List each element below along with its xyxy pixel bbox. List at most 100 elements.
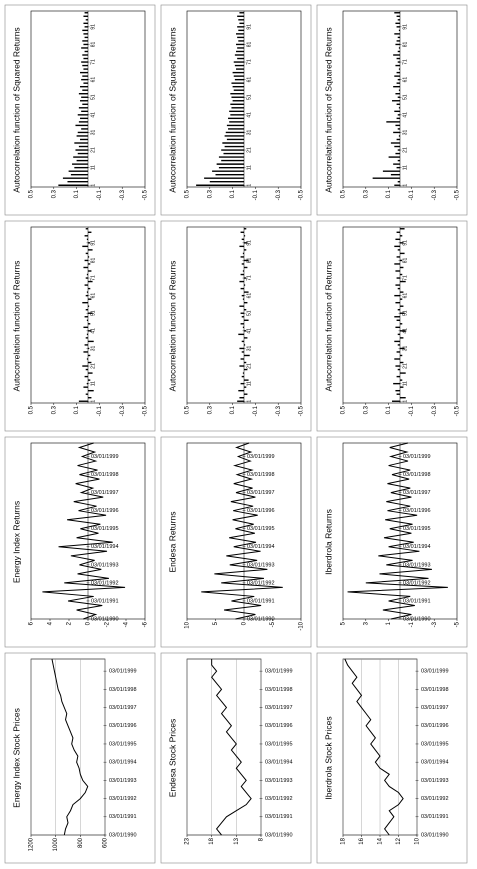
y-tick-label: 0.1: [230, 189, 236, 198]
x-tick-label: 03/01/1990: [403, 616, 431, 622]
y-tick-label: 0.5: [341, 189, 347, 198]
x-tick-label: 03/01/1994: [109, 760, 137, 766]
x-tick-label: 03/01/1998: [247, 472, 275, 478]
x-tick-label: 03/01/1990: [421, 832, 449, 838]
x-tick-label: 03/01/1992: [421, 796, 449, 802]
x-tick-label: 03/01/1995: [403, 526, 431, 532]
x-tick-label: 1: [90, 184, 96, 187]
x-tick-label: 41: [246, 112, 252, 118]
chart-panel: Autocorrelation function of Returns 0.5 0.…: [160, 220, 312, 432]
y-tick-label: 6: [29, 621, 35, 625]
x-tick-label: 81: [246, 41, 252, 47]
chart-title: Autocorrelation function of Returns: [11, 261, 21, 392]
x-tick-label: 03/01/1997: [403, 490, 431, 496]
x-tick-label: 03/01/1996: [91, 508, 119, 514]
x-tick-label: 71: [402, 275, 408, 281]
x-tick-label: 03/01/1996: [109, 723, 137, 729]
x-tick-label: 21: [402, 147, 408, 153]
y-tick-label: -0.3: [276, 405, 282, 416]
y-tick-label: 13: [234, 837, 240, 844]
x-tick-label: 81: [90, 257, 96, 263]
y-tick-label: 8: [259, 837, 265, 841]
x-tick-label: 03/01/1995: [247, 526, 275, 532]
y-tick-label: -0.5: [455, 405, 461, 416]
chart-title: Energy Index Returns: [11, 501, 21, 583]
x-tick-label: 03/01/1997: [265, 705, 293, 711]
x-tick-label: 21: [246, 363, 252, 369]
x-tick-label: 31: [402, 345, 408, 351]
x-tick-label: 03/01/1991: [403, 598, 431, 604]
y-tick-label: -0.5: [455, 189, 461, 200]
x-tick-label: 03/01/1998: [91, 472, 119, 478]
x-tick-label: 03/01/1993: [265, 778, 293, 784]
x-tick-label: 51: [246, 310, 252, 316]
x-tick-label: 51: [402, 94, 408, 100]
panel-border: [316, 220, 468, 432]
chart-title: Autocorrelation function of Returns: [323, 261, 333, 392]
x-tick-label: 03/01/1998: [265, 687, 293, 693]
x-tick-label: 03/01/1997: [247, 490, 275, 496]
chart-title: Energy Index Stock Prices: [11, 708, 21, 808]
x-tick-label: 11: [402, 165, 408, 170]
x-tick-label: 31: [90, 129, 96, 135]
series-line: [211, 659, 252, 836]
x-tick-label: 03/01/1990: [91, 616, 119, 622]
x-tick-label: 11: [246, 165, 252, 170]
x-tick-label: 61: [402, 77, 408, 83]
y-tick-label: 1: [386, 621, 392, 625]
x-tick-label: 91: [90, 24, 96, 30]
chart-title: Autocorrelation function of Squared Retu…: [167, 27, 177, 192]
y-tick-label: -0.1: [253, 405, 259, 416]
x-tick-label: 61: [246, 77, 252, 83]
chart-title: Iberdrola Returns: [323, 509, 333, 575]
y-tick-label: 0.5: [341, 405, 347, 414]
x-tick-label: 03/01/1998: [109, 687, 137, 693]
panel-border: [4, 436, 156, 648]
panel-border: [160, 4, 312, 216]
x-tick-label: 03/01/1994: [403, 544, 431, 550]
y-tick-label: 0.5: [29, 189, 35, 198]
y-tick-label: -0.5: [299, 405, 305, 416]
x-tick-label: 03/01/1995: [91, 526, 119, 532]
chart-title: Endesa Returns: [167, 512, 177, 573]
y-tick-label: -5: [455, 621, 461, 627]
chart-title: Autocorrelation function of Squared Retu…: [11, 27, 21, 192]
chart-title: Autocorrelation function of Returns: [167, 261, 177, 392]
x-tick-label: 03/01/1999: [91, 454, 119, 460]
y-tick-label: 0.1: [386, 405, 392, 414]
x-tick-label: 03/01/1997: [109, 705, 137, 711]
y-tick-label: -2: [105, 621, 111, 627]
y-tick-label: -0.5: [143, 405, 149, 416]
x-tick-label: 81: [402, 257, 408, 263]
panel-border: [316, 652, 468, 864]
panel-border: [316, 436, 468, 648]
y-tick-label: 0.5: [185, 189, 191, 198]
x-tick-label: 03/01/1993: [247, 562, 275, 568]
x-tick-label: 51: [246, 94, 252, 100]
y-tick-label: -6: [143, 621, 149, 627]
x-tick-label: 03/01/1999: [247, 454, 275, 460]
x-tick-label: 03/01/1999: [403, 454, 431, 460]
x-tick-label: 11: [402, 381, 408, 386]
x-tick-label: 71: [246, 59, 252, 65]
x-tick-label: 03/01/1991: [247, 598, 275, 604]
y-tick-label: 0.1: [74, 189, 80, 198]
x-tick-label: 51: [90, 310, 96, 316]
series-line: [344, 658, 404, 836]
x-tick-label: 03/01/1990: [265, 832, 293, 838]
x-tick-label: 03/01/1996: [403, 508, 431, 514]
x-tick-label: 03/01/1992: [91, 580, 119, 586]
x-tick-label: 03/01/1995: [265, 741, 293, 747]
y-tick-label: 0.1: [74, 405, 80, 414]
series-line: [42, 442, 126, 620]
x-tick-label: 51: [90, 94, 96, 100]
x-tick-label: 51: [402, 310, 408, 316]
y-tick-label: 0: [86, 621, 92, 625]
x-tick-label: 03/01/1990: [109, 832, 137, 838]
y-tick-label: 10: [185, 621, 191, 628]
x-tick-label: 03/01/1996: [265, 723, 293, 729]
x-tick-label: 11: [90, 381, 96, 386]
x-tick-label: 03/01/1991: [91, 598, 119, 604]
